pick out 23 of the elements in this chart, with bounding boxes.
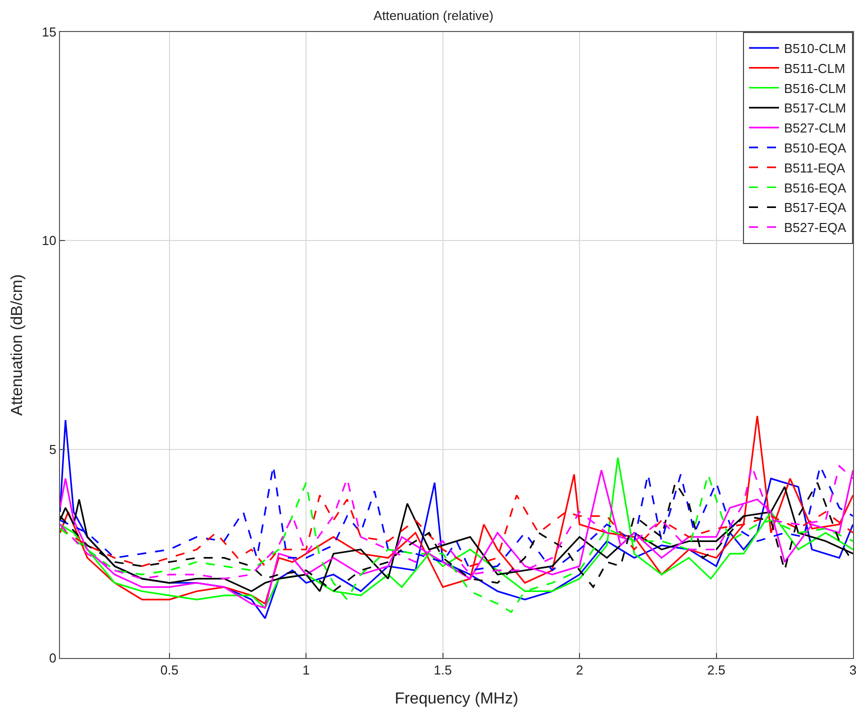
x-tick-label: 2	[576, 662, 584, 678]
x-tick-label: 0.5	[160, 662, 178, 678]
y-tick-label: 15	[42, 24, 56, 40]
x-tick-label: 1	[302, 662, 310, 678]
legend-label: B516-EQA	[784, 180, 846, 196]
y-tick-label: 10	[42, 233, 56, 248]
legend-label: B511-EQA	[784, 160, 846, 176]
legend-label: B510-CLM	[784, 41, 846, 56]
legend-label: B527-CLM	[784, 120, 846, 136]
legend-label: B516-CLM	[784, 80, 846, 96]
legend-label: B511-CLM	[784, 60, 846, 76]
x-tick-label: 1.5	[434, 662, 452, 678]
chart-title: Attenuation (relative)	[374, 8, 494, 23]
x-axis-title: Frequency (MHz)	[394, 690, 518, 708]
y-axis-title: Attenuation (dB/cm)	[8, 274, 26, 416]
y-tick-label: 0	[49, 650, 56, 666]
legend-label: B517-EQA	[784, 200, 846, 216]
legend-label: B527-EQA	[784, 220, 846, 236]
x-tick-label: 2.5	[707, 662, 726, 678]
legend-label: B517-CLM	[784, 100, 846, 116]
y-tick-label: 5	[49, 442, 56, 457]
legend-label: B510-EQA	[784, 140, 846, 156]
x-tick-label: 3	[849, 662, 857, 678]
